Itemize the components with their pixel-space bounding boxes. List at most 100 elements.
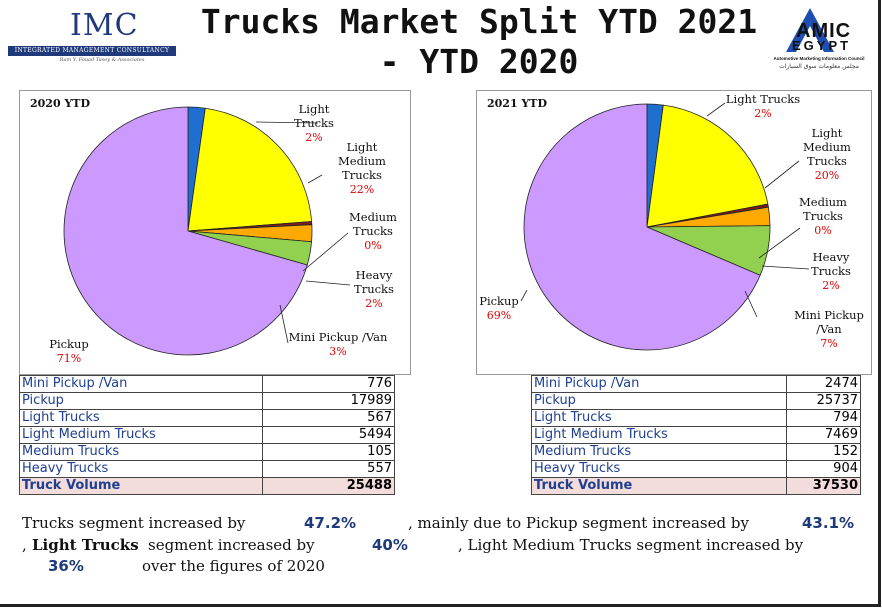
amic-logo-country: EGYPT — [792, 38, 852, 53]
pie-leader-line — [307, 174, 323, 184]
table-cell-category: Light Medium Trucks — [531, 426, 787, 444]
summary-value-light-trucks: 40% — [372, 536, 408, 554]
table-row: Medium Trucks 105 — [19, 443, 395, 461]
pie-label-name: Trucks — [342, 168, 382, 182]
summary-phrase-6: over the figures of 2020 — [142, 557, 325, 575]
table-cell-category: Medium Trucks — [19, 443, 263, 461]
table-cell-value: 557 — [262, 460, 395, 478]
pie-label-name: Trucks — [294, 116, 334, 130]
imc-logo-tagline: Ram Y. Fouad Tasey & Associates — [59, 57, 145, 63]
table-cell-category: Heavy Trucks — [19, 460, 263, 478]
summary-phrase-2: , mainly due to Pickup segment increased… — [408, 514, 749, 532]
summary-value-light-medium: 36% — [48, 557, 84, 575]
pie-slice-pickup — [63, 106, 308, 356]
pie-chart-2020: LightTrucks2%LightMediumTrucks22%MediumT… — [49, 102, 397, 365]
table-row: Pickup 25737 — [531, 392, 861, 410]
pie-label-percent: 3% — [329, 345, 346, 358]
table-cell-category: Heavy Trucks — [531, 460, 787, 478]
pie-panel-2021: 2021 YTD Light Trucks 2% Light Medium Trucks… — [476, 90, 872, 375]
pie-chart-2021: Light Trucks2%LightMediumTrucks20%Medium… — [479, 92, 864, 351]
summary-phrase-4: segment increased by — [148, 536, 315, 554]
pie-label-name: Heavy — [813, 250, 850, 264]
pie-label-percent: 20% — [815, 169, 839, 182]
table-row: Heavy Trucks 904 — [531, 460, 861, 478]
pie-label-percent: 7% — [820, 337, 837, 350]
amic-logo-arabic: مجلس معلومات سوق السيارات — [779, 63, 859, 70]
pie-leader-line — [255, 121, 319, 124]
imc-logo: IMC INTEGRATED MANAGEMENT CONSULTANCY Ra… — [8, 6, 184, 68]
summary-phrase-3: , — [22, 536, 27, 554]
pie-label-name: Light — [347, 140, 378, 154]
pie-leader-line — [764, 160, 800, 189]
pie-label-name: Mini Pickup — [794, 308, 864, 322]
pie-label-percent: 2% — [365, 297, 382, 310]
table-cell-value: 25488 — [262, 477, 395, 495]
amic-logo-word: AMIC — [796, 20, 852, 42]
imc-logo-text: IMC — [70, 8, 139, 43]
summary-phrase-light-trucks: Light Trucks — [32, 536, 139, 554]
amic-logo: AMIC EGYPT Automotive Marketing Informat… — [760, 6, 876, 72]
summary-value-total: 47.2% — [304, 514, 357, 532]
imc-logo-bar: INTEGRATED MANAGEMENT CONSULTANCY — [8, 46, 176, 56]
pie-label-percent: 69% — [487, 309, 511, 322]
pie-slice-light-medium-trucks — [187, 107, 313, 232]
pie-label-percent: 2% — [754, 107, 771, 120]
volume-table-2020: Mini Pickup /Van 776 Pickup 17989 Light Truc… — [19, 375, 395, 495]
pie-label-percent: 0% — [364, 239, 381, 252]
pie-label-name: Trucks — [354, 282, 394, 296]
pie-label-name: Medium — [349, 210, 397, 224]
table-cell-category: Mini Pickup /Van — [531, 375, 787, 393]
table-cell-value: 567 — [262, 409, 395, 427]
table-cell-value: 776 — [262, 375, 395, 393]
pie-label-name: Pickup — [479, 294, 519, 308]
pie-slice-pickup — [523, 103, 761, 351]
amic-logo-subtitle: Automotive Marketing Information Council — [773, 56, 865, 61]
table-cell-category: Truck Volume — [531, 477, 787, 495]
table-cell-category: Pickup — [531, 392, 787, 410]
table-cell-value: 105 — [262, 443, 395, 461]
pie-leader-line — [706, 102, 726, 117]
pie-label-name: Pickup — [49, 337, 89, 351]
pie-label-name: /Van — [816, 322, 842, 336]
table-cell-category: Truck Volume — [19, 477, 263, 495]
table-cell-category: Light Trucks — [19, 409, 263, 427]
pie-panel-2020: 2020 YTD Light Trucks 2% Light Medium Trucks 2… — [19, 90, 411, 375]
pie-label-percent: 71% — [57, 352, 81, 365]
pie-label-percent: 2% — [822, 279, 839, 292]
table-row: Mini Pickup /Van 2474 — [531, 375, 861, 393]
table-cell-category: Light Medium Trucks — [19, 426, 263, 444]
table-row: Mini Pickup /Van 776 — [19, 375, 395, 393]
table-total-row: Truck Volume 25488 — [19, 477, 395, 495]
pie-label-name: Trucks — [353, 224, 393, 238]
table-cell-value: 2474 — [786, 375, 861, 393]
pie-label-name: Trucks — [807, 154, 847, 168]
pie-label-name: Trucks — [803, 209, 843, 223]
pie-label-name: Light — [299, 102, 330, 116]
table-cell-value: 5494 — [262, 426, 395, 444]
table-row: Light Medium Trucks 5494 — [19, 426, 395, 444]
pie-leader-line — [302, 232, 349, 272]
summary-value-pickup: 43.1% — [802, 514, 855, 532]
table-cell-value: 17989 — [262, 392, 395, 410]
table-row: Light Medium Trucks 7469 — [531, 426, 861, 444]
title-line-1: Trucks Market Split YTD 2021 — [200, 2, 758, 41]
pie-leader-line — [761, 265, 810, 270]
pie-leader-line — [758, 227, 801, 259]
pie-title-2020: 2020 YTD — [30, 97, 91, 110]
pie-slice-light-medium-trucks — [646, 104, 769, 228]
summary-phrase-5: , Light Medium Trucks segment increased … — [458, 536, 804, 554]
table-cell-value: 37530 — [786, 477, 861, 495]
table-total-row: Truck Volume 37530 — [531, 477, 861, 495]
pie-label-name: Light Trucks — [726, 92, 800, 106]
pie-label-percent: 22% — [350, 183, 374, 196]
table-row: Light Trucks 794 — [531, 409, 861, 427]
volume-table-2021: Mini Pickup /Van 2474 Pickup 25737 Light Tru… — [531, 375, 861, 495]
table-row: Medium Trucks 152 — [531, 443, 861, 461]
table-cell-value: 904 — [786, 460, 861, 478]
pie-leader-line — [520, 289, 528, 302]
title-line-2: - YTD 2020 — [379, 42, 579, 81]
pie-label-name: Medium — [338, 154, 386, 168]
table-cell-category: Medium Trucks — [531, 443, 787, 461]
table-cell-value: 7469 — [786, 426, 861, 444]
